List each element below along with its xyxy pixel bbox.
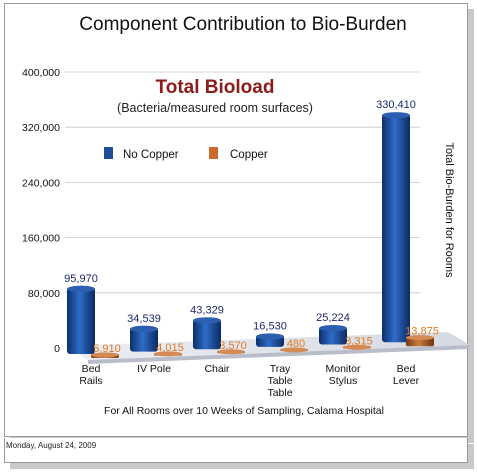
bar-no-copper-top bbox=[319, 325, 347, 332]
value-label-copper: 480 bbox=[287, 338, 305, 350]
y-tick-label: 400,000 bbox=[22, 67, 60, 79]
value-label-no-copper: 95,970 bbox=[64, 273, 98, 285]
y-tick-label: 0 bbox=[54, 343, 60, 355]
category-label: Bed bbox=[397, 363, 416, 375]
category-label: Tray bbox=[270, 363, 291, 375]
y-tick-label: 320,000 bbox=[22, 122, 60, 134]
bar-no-copper-top bbox=[130, 325, 158, 332]
category-label: Rails bbox=[79, 375, 102, 387]
bar-copper-top bbox=[343, 344, 371, 350]
chart-note: (Bacteria/measured room surfaces) bbox=[117, 101, 313, 115]
y-tick-label: 160,000 bbox=[22, 233, 60, 245]
bar-copper-top bbox=[280, 347, 308, 353]
bar-no-copper bbox=[382, 114, 410, 343]
bar-copper-top bbox=[217, 349, 245, 355]
value-label-copper: 4,015 bbox=[156, 342, 184, 354]
legend-swatch-copper bbox=[209, 147, 218, 159]
category-label: Monitor bbox=[325, 363, 361, 375]
plot-area: 0 80,000 160,000 240,000 320,000 400,000 95,97… bbox=[22, 67, 470, 399]
category-label: IV Pole bbox=[137, 363, 171, 375]
bar-no-copper-top bbox=[193, 317, 221, 324]
bar-no-copper-top bbox=[256, 333, 284, 340]
value-label-no-copper: 16,530 bbox=[253, 321, 287, 333]
value-label-no-copper: 330,410 bbox=[376, 99, 416, 111]
value-label-copper: 3,315 bbox=[345, 335, 373, 347]
value-label-copper: 13,875 bbox=[405, 326, 439, 338]
bar-no-copper bbox=[130, 327, 158, 352]
bar-no-copper bbox=[67, 287, 95, 354]
bar-copper-top bbox=[154, 351, 182, 357]
category-label: Lever bbox=[393, 375, 420, 387]
value-label-copper: 3,570 bbox=[219, 340, 247, 352]
category-label: Bed bbox=[82, 363, 101, 375]
category-label: Table bbox=[267, 375, 292, 387]
bar-copper-top bbox=[91, 352, 119, 358]
bar-no-copper-top bbox=[67, 285, 95, 292]
value-label-no-copper: 25,224 bbox=[316, 312, 350, 324]
category-label: Table bbox=[267, 387, 292, 399]
value-label-no-copper: 34,539 bbox=[127, 313, 161, 325]
legend-label-copper: Copper bbox=[230, 149, 268, 161]
y-axis-label: Total Bio-Burden for Rooms bbox=[443, 142, 455, 278]
chart-title: Component Contribution to Bio-Burden bbox=[79, 14, 406, 35]
chart-subtitle: Total Bioload bbox=[156, 77, 275, 98]
y-tick-label: 80,000 bbox=[28, 288, 60, 300]
legend-swatch-no-copper bbox=[104, 147, 113, 159]
bar-no-copper-top bbox=[382, 112, 410, 119]
bar-no-copper bbox=[319, 327, 347, 345]
chart-floor-edge bbox=[88, 345, 470, 364]
footer-date: Monday, August 24, 2009 bbox=[6, 441, 97, 450]
footer-bar bbox=[4, 438, 468, 463]
legend-label-no-copper: No Copper bbox=[123, 149, 179, 161]
category-label: Chair bbox=[204, 363, 230, 375]
x-axis-note: For All Rooms over 10 Weeks of Sampling,… bbox=[104, 405, 384, 417]
category-label: Stylus bbox=[329, 375, 358, 387]
y-tick-label: 240,000 bbox=[22, 177, 60, 189]
value-label-no-copper: 43,329 bbox=[190, 304, 224, 316]
bar-no-copper bbox=[193, 319, 221, 350]
value-label-copper: 5,910 bbox=[93, 343, 121, 355]
bar-copper-top bbox=[406, 335, 434, 341]
